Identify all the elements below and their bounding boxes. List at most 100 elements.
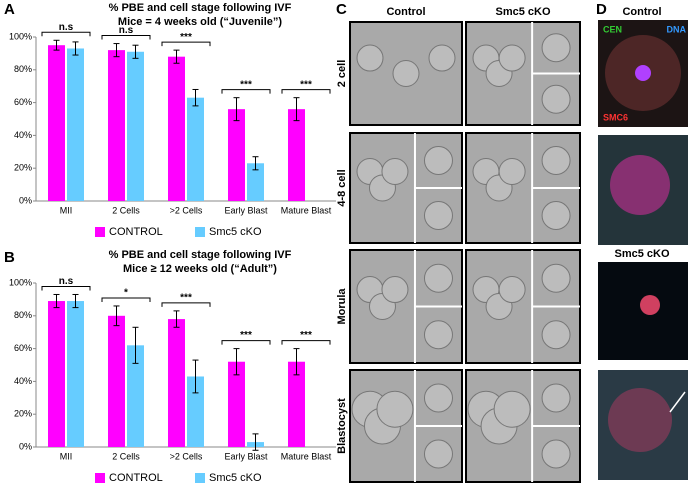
y-tick-label: 60% (14, 97, 32, 107)
x-tick-label: >2 Cells (170, 205, 203, 215)
y-tick-label: 40% (14, 376, 32, 386)
y-tick-label: 0% (19, 195, 32, 205)
significance-label: *** (240, 79, 252, 90)
embryo (498, 276, 526, 304)
panel-letter: B (4, 249, 15, 266)
embryo (541, 84, 571, 114)
embryo (423, 146, 453, 175)
legend-label: CONTROL (109, 226, 163, 238)
embryo (423, 320, 453, 350)
embryo (428, 44, 456, 72)
legend-swatch (195, 227, 205, 237)
bar (127, 51, 144, 202)
y-tick-label: 40% (14, 130, 32, 140)
bar (187, 97, 204, 201)
significance-label: *** (180, 32, 192, 43)
significance-bracket (41, 31, 91, 37)
x-tick-label: Mature Blast (281, 205, 332, 215)
significance-bracket (161, 41, 211, 47)
chart-subtitle: Mice = 4 weeks old (“Juvenile”) (118, 16, 282, 28)
significance-bracket (101, 297, 151, 302)
row-label: Morula (336, 288, 348, 325)
significance-label: *** (300, 79, 312, 90)
bar (187, 376, 204, 447)
bar (48, 301, 65, 447)
embryo (493, 390, 531, 428)
embryo (541, 263, 571, 293)
embryo (423, 201, 453, 230)
significance-bracket (221, 89, 271, 94)
embryo (541, 33, 571, 63)
embryo (423, 263, 453, 293)
channel-label: SMC6 (603, 112, 628, 122)
bar (48, 45, 65, 202)
significance-label: n.s (59, 22, 74, 33)
embryo (541, 201, 571, 230)
embryo (392, 60, 420, 87)
bar (288, 361, 305, 447)
x-tick-label: 2 Cells (112, 205, 140, 215)
bar (288, 109, 305, 201)
row-label: 2 cell (336, 60, 348, 88)
y-tick-label: 80% (14, 310, 32, 320)
row-label: 4-8 cell (336, 169, 348, 206)
legend-label: Smc5 cKO (209, 472, 262, 484)
chart-title: % PBE and cell stage following IVF (109, 249, 292, 261)
bar (67, 48, 84, 202)
condition-label: Smc5 cKO (614, 248, 669, 260)
embryo (498, 44, 526, 72)
significance-bracket (281, 89, 331, 94)
significance-bracket (101, 35, 151, 40)
panel-letter: D (596, 1, 607, 18)
embryo (381, 276, 409, 304)
panel-letter: A (4, 1, 15, 18)
legend-swatch (95, 473, 105, 483)
bar (168, 319, 185, 447)
bar (168, 56, 185, 202)
chart-subtitle: Mice ≥ 12 weeks old (“Adult”) (123, 263, 277, 275)
significance-bracket (161, 302, 211, 307)
y-tick-label: 80% (14, 64, 32, 74)
y-tick-label: 0% (19, 441, 32, 451)
chromosomes-zoom (608, 388, 672, 452)
embryo (541, 383, 571, 413)
bar (108, 50, 125, 202)
embryo (541, 320, 571, 350)
significance-label: *** (180, 293, 192, 304)
x-tick-label: Early Blast (224, 451, 268, 461)
x-tick-label: MII (60, 451, 73, 461)
legend-label: Smc5 cKO (209, 226, 262, 238)
bar (67, 301, 84, 447)
significance-label: * (124, 288, 128, 299)
significance-label: n.s (119, 25, 134, 36)
chromosomes (635, 65, 651, 81)
row-label: Blastocyst (336, 398, 348, 454)
y-tick-label: 20% (14, 409, 32, 419)
bar (108, 315, 125, 447)
condition-label: Control (622, 6, 661, 18)
embryo (423, 439, 453, 469)
chart-title: % PBE and cell stage following IVF (109, 2, 292, 14)
embryo (541, 439, 571, 469)
x-tick-label: Mature Blast (281, 451, 332, 461)
y-tick-label: 60% (14, 343, 32, 353)
column-header: Control (386, 6, 425, 18)
embryo (423, 383, 453, 413)
bar (127, 345, 144, 447)
legend-swatch (195, 473, 205, 483)
significance-label: *** (240, 330, 252, 341)
embryo (381, 158, 409, 185)
embryo (498, 158, 526, 185)
chromosomes (640, 295, 660, 315)
chromosomes-zoom (610, 155, 670, 215)
legend-label: CONTROL (109, 472, 163, 484)
column-header: Smc5 cKO (495, 6, 550, 18)
embryo (541, 146, 571, 175)
arrow (669, 391, 686, 413)
x-tick-label: MII (60, 205, 73, 215)
embryo (356, 44, 384, 72)
significance-label: n.s (59, 276, 74, 287)
embryo (376, 390, 414, 428)
legend-swatch (95, 227, 105, 237)
